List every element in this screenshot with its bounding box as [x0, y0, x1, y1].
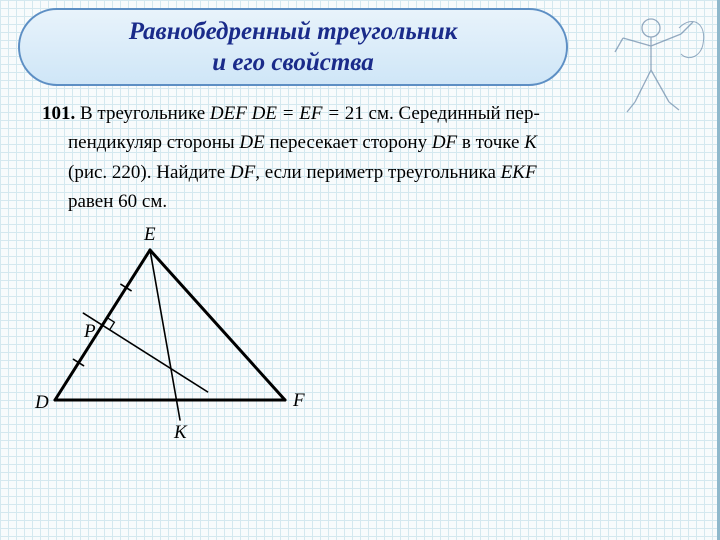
- vertex-label-D: D: [35, 392, 49, 414]
- t10: K: [524, 132, 537, 153]
- t12: DF: [230, 162, 255, 183]
- vertex-label-K: K: [174, 422, 187, 444]
- t4: Серединный пер-: [394, 103, 540, 124]
- triangle-svg: [35, 230, 335, 450]
- t7: пересекает сторону: [265, 132, 432, 153]
- title-line2: и его свойства: [212, 47, 374, 78]
- title-banner: Равнобедренный треугольник и его свойств…: [18, 8, 568, 86]
- t1: В треугольнике: [80, 103, 210, 124]
- title-line1: Равнобедренный треугольник: [129, 16, 458, 47]
- vertex-label-P: P: [84, 321, 96, 343]
- t6: DE: [239, 132, 264, 153]
- t3: 21 см.: [345, 103, 394, 124]
- problem-text: 101. В треугольнике DEF DE = EF = 21 см.…: [42, 99, 650, 217]
- t8: DF: [432, 132, 457, 153]
- problem-number: 101.: [42, 103, 75, 124]
- vertex-label-E: E: [144, 224, 156, 246]
- t13: , если периметр треугольника: [255, 162, 500, 183]
- t9: в точке: [457, 132, 524, 153]
- geometry-figure: D E F K P: [35, 230, 335, 450]
- t15: равен 60 см.: [42, 191, 167, 212]
- t14: EKF: [501, 162, 537, 183]
- t2: DEF DE = EF =: [210, 103, 345, 124]
- t11: (рис. 220). Найдите: [42, 162, 230, 183]
- t5: пендикуляр стороны: [42, 132, 239, 153]
- vertex-label-F: F: [293, 390, 305, 412]
